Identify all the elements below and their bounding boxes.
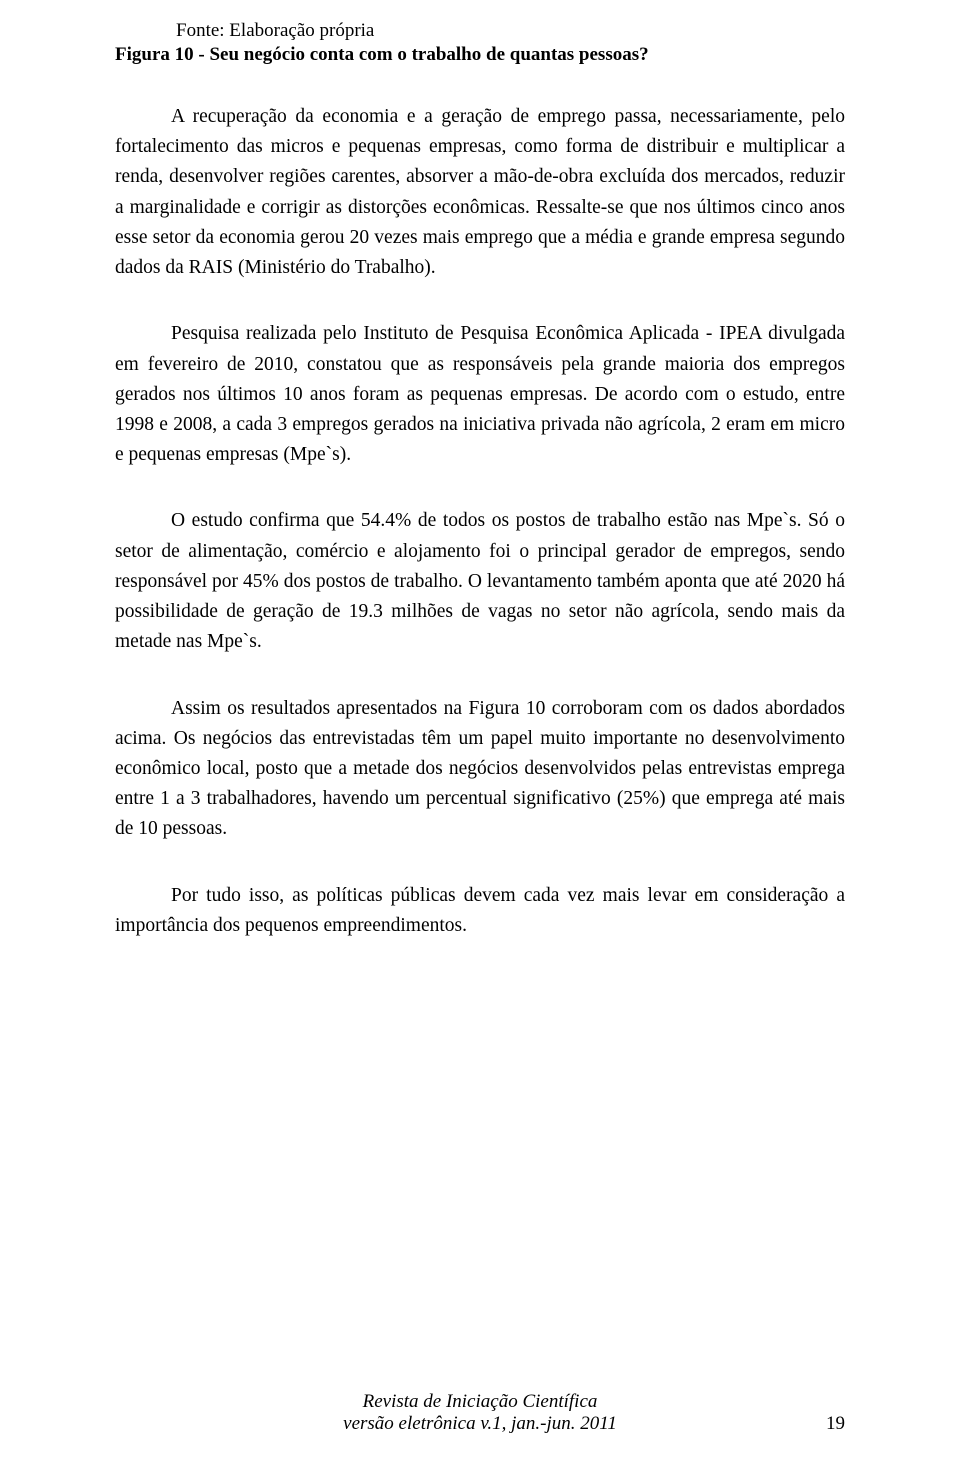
page-footer: Revista de Iniciação Científica versão e… bbox=[0, 1391, 960, 1435]
figure-title: Figura 10 - Seu negócio conta com o trab… bbox=[115, 44, 845, 66]
paragraph-5: Por tudo isso, as políticas públicas dev… bbox=[115, 881, 845, 941]
page-number: 19 bbox=[826, 1413, 845, 1435]
figure-source: Fonte: Elaboração própria bbox=[115, 20, 845, 42]
footer-journal: Revista de Iniciação Científica bbox=[0, 1391, 960, 1413]
footer-edition: versão eletrônica v.1, jan.-jun. 2011 bbox=[343, 1413, 617, 1434]
document-page: Fonte: Elaboração própria Figura 10 - Se… bbox=[0, 0, 960, 1463]
paragraph-3: O estudo confirma que 54.4% de todos os … bbox=[115, 506, 845, 657]
paragraph-4: Assim os resultados apresentados na Figu… bbox=[115, 694, 845, 845]
paragraph-1: A recuperação da economia e a geração de… bbox=[115, 102, 845, 283]
paragraph-2: Pesquisa realizada pelo Instituto de Pes… bbox=[115, 319, 845, 470]
